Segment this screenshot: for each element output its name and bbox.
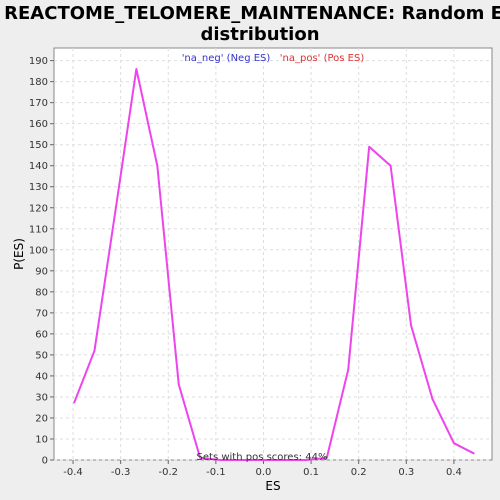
x-tick-label: 0.3 — [398, 467, 414, 478]
y-tick-label: 10 — [35, 434, 48, 445]
grid-lines — [54, 48, 492, 461]
y-tick-label: 180 — [29, 77, 48, 88]
x-tick-label: 0.1 — [303, 467, 319, 478]
y-axis-ticks: 0 10 20 30 40 50 60 70 80 90 100 110 120 130 140 150 160… — [29, 56, 54, 467]
y-tick-label: 140 — [29, 161, 48, 172]
y-tick-label: 120 — [29, 203, 48, 214]
plot-area — [53, 47, 493, 461]
y-axis-label: P(ES) — [12, 238, 26, 270]
x-tick-label: 0.4 — [446, 467, 462, 478]
x-tick-label: -0.3 — [111, 467, 131, 478]
y-tick-label: 70 — [35, 308, 48, 319]
es-series-line — [73, 68, 475, 461]
y-tick-label: 190 — [29, 56, 48, 67]
y-tick-label: 50 — [35, 350, 48, 361]
y-tick-label: 80 — [35, 287, 48, 298]
x-axis-ticks: -0.4 -0.3 -0.2 -0.1 0.0 0.1 0.2 0.3 0.4 — [63, 460, 462, 478]
legend-pos-label: 'na_pos' (Pos ES) — [280, 53, 365, 64]
pos-scores-annotation: Sets with pos scores: 44% — [197, 452, 328, 463]
y-tick-label: 90 — [35, 266, 48, 277]
y-tick-label: 60 — [35, 329, 48, 340]
y-tick-label: 40 — [35, 371, 48, 382]
chart-title-line2: distribution — [200, 24, 319, 45]
y-tick-label: 150 — [29, 140, 48, 151]
y-tick-label: 30 — [35, 392, 48, 403]
series-group — [73, 68, 475, 461]
x-tick-label: -0.2 — [159, 467, 179, 478]
x-tick-label: 0.2 — [351, 467, 367, 478]
y-tick-label: 110 — [29, 224, 48, 235]
y-tick-label: 170 — [29, 98, 48, 109]
y-tick-label: 20 — [35, 413, 48, 424]
x-tick-label: 0.0 — [256, 467, 272, 478]
y-tick-label: 0 — [42, 456, 48, 467]
y-tick-label: 130 — [29, 182, 48, 193]
x-axis-label: ES — [265, 479, 280, 493]
x-tick-label: -0.1 — [206, 467, 226, 478]
legend-neg-label: 'na_neg' (Neg ES) — [182, 53, 271, 64]
y-tick-label: 160 — [29, 119, 48, 130]
x-tick-label: -0.4 — [63, 467, 83, 478]
y-tick-label: 100 — [29, 245, 48, 256]
chart-title-line1: REACTOME_TELOMERE_MAINTENANCE: Random ES — [4, 3, 500, 24]
legend: 'na_neg' (Neg ES) 'na_pos' (Pos ES) — [182, 53, 365, 64]
